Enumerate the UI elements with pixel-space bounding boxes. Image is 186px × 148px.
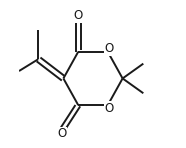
Text: O: O	[105, 42, 114, 55]
Text: O: O	[105, 102, 114, 115]
Text: O: O	[57, 127, 67, 140]
Text: O: O	[74, 9, 83, 22]
